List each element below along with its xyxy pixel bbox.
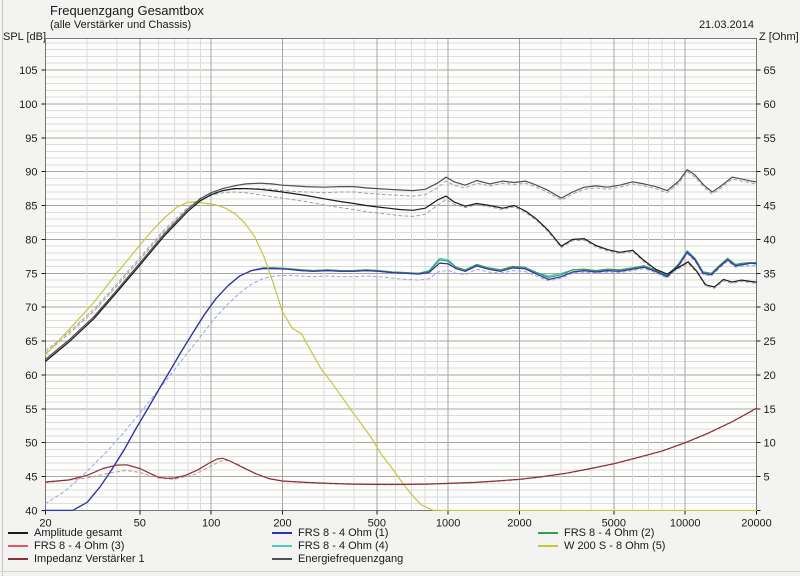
z-tick-label: 20 <box>764 370 776 382</box>
plot-area <box>45 38 757 511</box>
legend-item-label: Amplitude gesamt <box>34 527 123 539</box>
z-tick-label: 60 <box>764 99 776 111</box>
curve-impedanz-verst-rker-1 <box>45 407 757 485</box>
z-tick-label: 65 <box>764 65 776 77</box>
legend-item-label: W 200 S - 8 Ohm (5) <box>564 540 666 552</box>
legend-item: Amplitude gesamt <box>8 527 145 539</box>
page-subtitle: (alle Verstärker und Chassis) <box>50 19 192 31</box>
freq-tick-label: 20 <box>39 518 51 530</box>
curve-frs-8-4-ohm-1-alt <box>45 253 757 505</box>
spl-tick-label: 80 <box>25 234 37 246</box>
window-left-edge <box>2 0 3 576</box>
legend-item-label: FRS 8 - 4 Ohm (4) <box>298 540 389 552</box>
freq-tick-label: 1000 <box>436 518 460 530</box>
z-tick-label: 35 <box>764 268 776 280</box>
legend-swatch-line <box>8 545 28 547</box>
spl-tick-label: 105 <box>19 65 37 77</box>
freq-tick-label: 200 <box>273 518 291 530</box>
legend-item-label: Impedanz Verstärker 1 <box>34 553 145 565</box>
spl-tick-label: 70 <box>25 302 37 314</box>
z-tick-label: 25 <box>764 336 776 348</box>
legend-swatch-line <box>272 545 292 547</box>
z-tick-label: 10 <box>764 438 776 450</box>
legend-swatch-line <box>272 532 292 534</box>
spl-tick-label: 50 <box>25 438 37 450</box>
plot-frame <box>45 38 757 511</box>
legend-column: FRS 8 - 4 Ohm (1) FRS 8 - 4 Ohm (4) Energi… <box>272 527 403 566</box>
legend-swatch-line <box>538 532 558 534</box>
curve-w-200-s-8-ohm-5 <box>45 201 757 511</box>
z-tick-label: 5 <box>764 472 770 484</box>
chart-legend: Amplitude gesamt FRS 8 - 4 Ohm (3) Impedan… <box>0 527 800 569</box>
freq-tick-label: 20000 <box>741 518 772 530</box>
curve-amplitude-gesamt-alt <box>45 191 757 354</box>
legend-item: Energiefrequenzgang <box>272 553 403 565</box>
spl-tick-label: 45 <box>25 472 37 484</box>
legend-column: FRS 8 - 4 Ohm (2) W 200 S - 8 Ohm (5) <box>538 527 665 553</box>
legend-item: FRS 8 - 4 Ohm (2) <box>538 527 665 539</box>
spl-tick-label: 85 <box>25 201 37 213</box>
spl-tick-label: 75 <box>25 268 37 280</box>
axis-ticks <box>41 69 761 515</box>
z-tick-label: 50 <box>764 167 776 179</box>
legend-item-label: Energiefrequenzgang <box>298 553 404 565</box>
spl-tick-label: 95 <box>25 133 37 145</box>
curve-energiefrequenzgang <box>45 169 757 360</box>
spl-tick-label: 90 <box>25 167 37 179</box>
legend-item: FRS 8 - 4 Ohm (3) <box>8 540 145 552</box>
legend-item-label: FRS 8 - 4 Ohm (3) <box>34 540 125 552</box>
z-tick-label: 30 <box>764 302 776 314</box>
z-tick-label: 15 <box>764 404 776 416</box>
window-bottom-edge <box>0 571 800 572</box>
legend-item: W 200 S - 8 Ohm (5) <box>538 540 665 552</box>
legend-swatch-line <box>272 558 292 560</box>
legend-item: FRS 8 - 4 Ohm (1) <box>272 527 403 539</box>
axis-tick-labels: 1051009590858075706560555045406560555045… <box>19 65 776 530</box>
legend-swatch-line <box>538 545 558 547</box>
freq-tick-label: 2000 <box>507 518 531 530</box>
z-tick-label: 45 <box>764 201 776 213</box>
spl-tick-label: 65 <box>25 336 37 348</box>
right-axis-title: Z [Ohm] <box>759 31 799 43</box>
page-title: Frequenzgang Gesamtbox <box>50 3 204 18</box>
legend-column: Amplitude gesamt FRS 8 - 4 Ohm (3) Impedan… <box>8 527 145 566</box>
freq-tick-label: 5000 <box>602 518 626 530</box>
freq-tick-label: 100 <box>202 518 220 530</box>
legend-item-label: FRS 8 - 4 Ohm (1) <box>298 527 389 539</box>
spl-tick-label: 60 <box>25 370 37 382</box>
grid-layer <box>45 38 757 511</box>
z-tick-label: 55 <box>764 133 776 145</box>
z-tick-label: 40 <box>764 234 776 246</box>
spl-tick-label: 40 <box>25 506 37 518</box>
spl-tick-label: 100 <box>19 99 37 111</box>
series-curves <box>45 169 757 511</box>
legend-swatch-line <box>8 558 28 560</box>
spl-tick-label: 55 <box>25 404 37 416</box>
legend-swatch-line <box>8 532 28 534</box>
curve-amplitude-gesamt <box>45 188 757 362</box>
freq-tick-label: 10000 <box>670 518 701 530</box>
legend-item-label: FRS 8 - 4 Ohm (2) <box>564 527 655 539</box>
legend-item: FRS 8 - 4 Ohm (4) <box>272 540 403 552</box>
left-axis-title: SPL [dB] <box>3 31 47 43</box>
freq-tick-label: 50 <box>134 518 146 530</box>
freq-tick-label: 500 <box>368 518 386 530</box>
date-label: 21.03.2014 <box>698 19 754 31</box>
legend-item: Impedanz Verstärker 1 <box>8 553 145 565</box>
